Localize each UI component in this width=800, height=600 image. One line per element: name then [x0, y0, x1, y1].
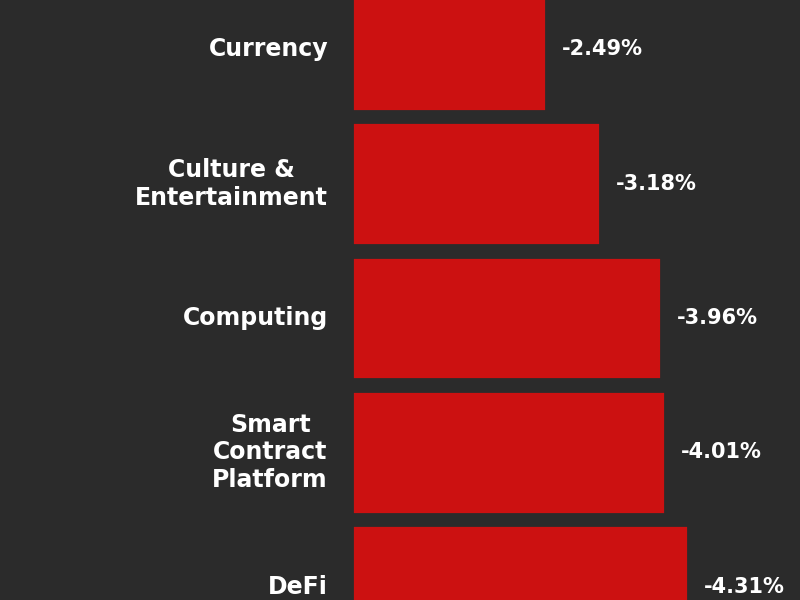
Text: Culture &
Entertainment: Culture & Entertainment	[135, 158, 328, 209]
Text: Computing: Computing	[182, 306, 328, 330]
Bar	[352, 257, 661, 379]
Text: Smart
Contract
Platform: Smart Contract Platform	[212, 413, 328, 492]
Text: -4.31%: -4.31%	[704, 577, 785, 596]
Text: -4.01%: -4.01%	[681, 442, 762, 463]
Text: -2.49%: -2.49%	[562, 40, 643, 59]
Bar	[352, 122, 600, 245]
Bar	[352, 525, 688, 600]
Bar	[352, 525, 688, 600]
Text: -3.18%: -3.18%	[616, 173, 697, 194]
Bar	[352, 257, 661, 379]
Bar	[352, 0, 546, 111]
Text: DeFi: DeFi	[268, 575, 328, 599]
Bar	[352, 391, 665, 514]
Bar	[352, 122, 600, 245]
Text: -3.96%: -3.96%	[677, 308, 758, 328]
Text: Currency: Currency	[208, 37, 328, 61]
Bar	[352, 391, 665, 514]
Bar	[352, 0, 546, 111]
